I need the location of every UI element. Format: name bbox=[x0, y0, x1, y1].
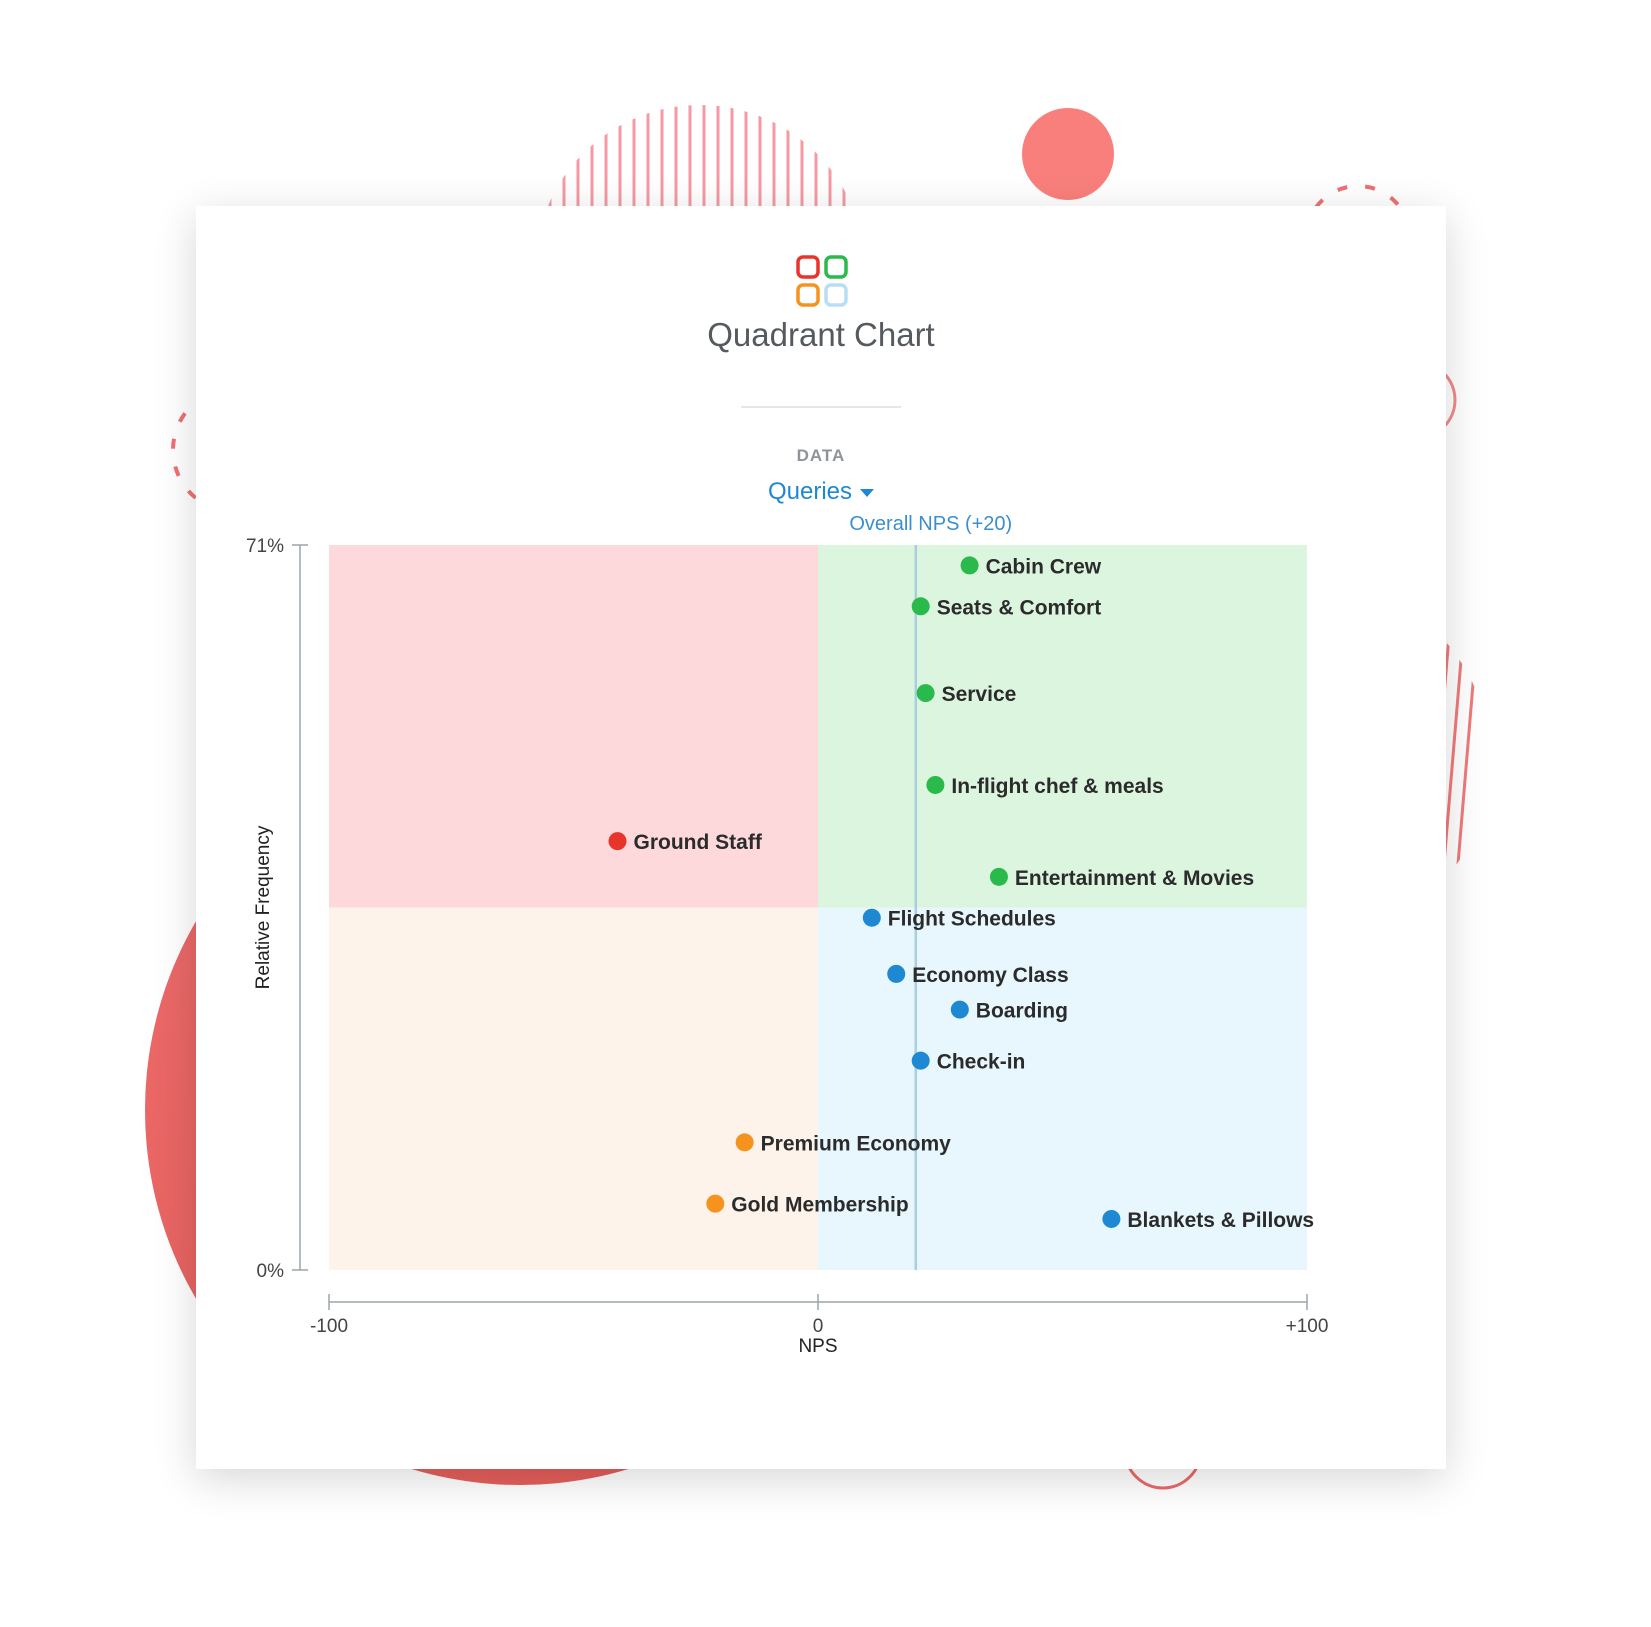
point-label: Gold Membership bbox=[731, 1194, 908, 1217]
data-source-dropdown[interactable]: Queries bbox=[196, 478, 1446, 506]
point-marker bbox=[1102, 1209, 1121, 1228]
point-label: Entertainment & Movies bbox=[1015, 867, 1254, 890]
point-label: Blankets & Pillows bbox=[1127, 1209, 1314, 1232]
point-marker bbox=[862, 908, 881, 927]
quadrant-top-left bbox=[329, 545, 818, 908]
point-marker bbox=[989, 867, 1008, 886]
chart-card: Quadrant Chart DATA Queries Overall NPS … bbox=[196, 206, 1446, 1469]
point-marker bbox=[887, 964, 906, 983]
data-point[interactable]: Seats & Comfort bbox=[911, 596, 1102, 619]
x-axis-label: NPS bbox=[798, 1336, 837, 1357]
point-marker bbox=[608, 832, 627, 851]
data-section-label: DATA bbox=[796, 446, 846, 465]
point-label: Premium Economy bbox=[761, 1132, 952, 1155]
data-point[interactable]: Premium Economy bbox=[735, 1132, 952, 1155]
point-label: Cabin Crew bbox=[986, 555, 1102, 578]
quadrant-bottom-left bbox=[329, 907, 818, 1270]
x-tick-label: +100 bbox=[1286, 1316, 1329, 1337]
x-tick-label: 0 bbox=[813, 1316, 824, 1337]
quadrant-logo-icon bbox=[796, 255, 848, 307]
y-axis-label: Relative Frequency bbox=[253, 825, 274, 989]
point-label: Ground Staff bbox=[634, 831, 763, 854]
data-point[interactable]: Flight Schedules bbox=[862, 908, 1056, 931]
title-divider bbox=[741, 406, 901, 408]
data-point[interactable]: Cabin Crew bbox=[960, 555, 1102, 578]
quadrant-chart: Overall NPS (+20) Relative Frequency NPS… bbox=[246, 513, 1328, 1357]
point-marker bbox=[960, 556, 979, 575]
data-point[interactable]: Entertainment & Movies bbox=[989, 867, 1254, 890]
point-label: Flight Schedules bbox=[888, 908, 1056, 931]
data-point[interactable]: Boarding bbox=[950, 1000, 1068, 1023]
data-point[interactable]: Ground Staff bbox=[608, 831, 763, 854]
point-marker bbox=[735, 1133, 754, 1152]
page-title: Quadrant Chart bbox=[707, 316, 935, 353]
point-label: Economy Class bbox=[912, 964, 1068, 987]
y-tick-label: 0% bbox=[257, 1261, 285, 1282]
dropdown-value: Queries bbox=[767, 478, 853, 505]
point-marker bbox=[926, 775, 945, 794]
point-label: Service bbox=[942, 683, 1017, 706]
quadrant-top-right bbox=[818, 545, 1307, 908]
point-label: Check-in bbox=[937, 1051, 1026, 1074]
point-label: Seats & Comfort bbox=[937, 596, 1102, 619]
data-point[interactable]: Service bbox=[916, 683, 1017, 706]
data-point[interactable]: Economy Class bbox=[887, 964, 1069, 987]
y-tick-label: 71% bbox=[246, 536, 284, 557]
point-label: Boarding bbox=[976, 1000, 1068, 1023]
axis-ticks: 71% 0% -100 0 +100 bbox=[246, 536, 1328, 1337]
coral-dot-top bbox=[1022, 108, 1114, 200]
x-tick-label: -100 bbox=[310, 1316, 348, 1337]
data-point[interactable]: Gold Membership bbox=[706, 1194, 909, 1217]
caret-down-icon bbox=[860, 488, 875, 497]
point-marker bbox=[911, 597, 930, 616]
point-marker bbox=[916, 684, 935, 703]
data-point[interactable]: Blankets & Pillows bbox=[1102, 1209, 1314, 1232]
point-marker bbox=[950, 1000, 969, 1019]
point-marker bbox=[706, 1194, 725, 1213]
data-points: Cabin Crew Seats & Comfort Service In-fligh… bbox=[608, 555, 1314, 1232]
data-point[interactable]: Check-in bbox=[911, 1051, 1026, 1074]
point-label: In-flight chef & meals bbox=[951, 775, 1163, 798]
point-marker bbox=[911, 1051, 930, 1070]
reference-line-label: Overall NPS (+20) bbox=[849, 513, 1012, 535]
data-point[interactable]: In-flight chef & meals bbox=[926, 775, 1164, 798]
